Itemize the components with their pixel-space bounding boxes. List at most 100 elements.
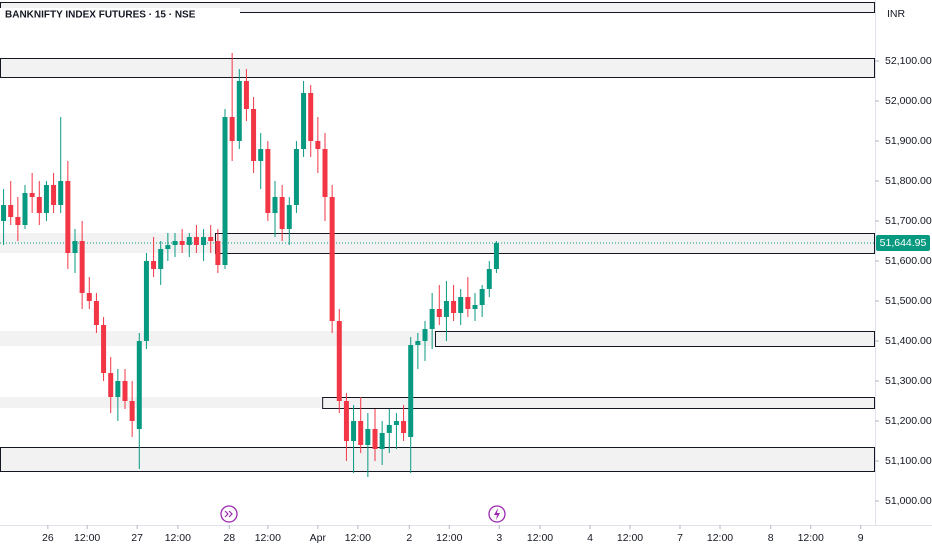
- zone-box: [435, 331, 875, 347]
- zone-box: [0, 447, 875, 472]
- candle-body: [393, 421, 399, 425]
- y-tick-label: 51,500.00: [885, 295, 932, 307]
- title-background: [0, 8, 240, 21]
- zone-box: [322, 397, 875, 409]
- candle-body: [93, 301, 99, 325]
- candle-body: [186, 237, 192, 245]
- candle-body: [265, 149, 271, 213]
- candle-body: [322, 149, 328, 197]
- last-price-badge: [876, 235, 930, 252]
- zone-fill: [0, 233, 875, 253]
- candle-body: [222, 117, 228, 265]
- candle-body: [458, 297, 464, 313]
- x-tick-label: 2: [406, 532, 412, 544]
- candle-body: [108, 373, 114, 397]
- candle-body: [329, 197, 335, 321]
- zone-box: [0, 58, 875, 78]
- x-tick-label: 12:00: [436, 532, 462, 544]
- candle-body: [243, 81, 249, 109]
- candle-body: [372, 429, 378, 449]
- candle-body: [336, 321, 342, 401]
- y-tick-label: 51,600.00: [885, 255, 932, 267]
- x-tick-label: 3: [496, 532, 502, 544]
- candle-body: [122, 381, 128, 401]
- candle-body: [451, 301, 457, 313]
- candle-body: [422, 329, 428, 341]
- candle-body: [386, 425, 392, 433]
- candle-body: [486, 269, 492, 289]
- candle-body: [215, 241, 221, 265]
- candle-body: [343, 401, 349, 441]
- candle-body: [436, 309, 442, 317]
- candle-body: [408, 345, 414, 437]
- candle-body: [8, 205, 14, 217]
- y-tick-label: 52,100.00: [885, 55, 932, 67]
- x-tick-label: 27: [131, 532, 143, 544]
- candle-body: [258, 149, 264, 161]
- y-tick-label: 51,800.00: [885, 175, 932, 187]
- candle-body: [179, 241, 185, 245]
- candle-body: [201, 237, 207, 245]
- chart-title: BANKNIFTY INDEX FUTURES · 15 · NSE: [5, 10, 196, 21]
- candle-body: [143, 261, 149, 341]
- zone-fill: [0, 2, 875, 12]
- y-tick-label: 51,900.00: [885, 135, 932, 147]
- candle-body: [272, 197, 278, 213]
- candle-body: [193, 237, 199, 245]
- candle-body: [1, 205, 7, 221]
- zone-fill: [0, 331, 875, 346]
- zone-box: [0, 2, 875, 13]
- candle-body: [365, 429, 371, 445]
- zone-fill: [0, 58, 875, 77]
- candle-body: [15, 217, 21, 225]
- candle-body: [351, 421, 357, 441]
- x-tick-label: 28: [223, 532, 235, 544]
- candle-body: [208, 237, 214, 241]
- candle-body: [101, 325, 107, 373]
- y-tick-label: 51,100.00: [885, 455, 932, 467]
- candle-body: [136, 341, 142, 429]
- candle-body: [429, 309, 435, 329]
- x-tick-label: 12:00: [617, 532, 643, 544]
- y-tick-label: 51,300.00: [885, 375, 932, 387]
- candle-body: [129, 401, 135, 421]
- candle-body: [465, 297, 471, 309]
- y-tick-label: 52,000.00: [885, 95, 932, 107]
- x-tick-label: 12:00: [527, 532, 553, 544]
- y-tick-label: 51,400.00: [885, 335, 932, 347]
- candle-body: [51, 185, 57, 205]
- candle-body: [72, 241, 78, 253]
- candle-body: [43, 185, 49, 213]
- candle-body: [22, 193, 28, 225]
- x-tick-label: 12:00: [345, 532, 371, 544]
- x-tick-label: 4: [587, 532, 593, 544]
- candle-body: [58, 181, 64, 205]
- x-tick-label: 12:00: [707, 532, 733, 544]
- candle-body: [301, 93, 307, 149]
- event-icon[interactable]: [488, 505, 506, 523]
- candle-body: [358, 421, 364, 445]
- candle-body: [251, 109, 257, 161]
- candle-body: [158, 249, 164, 269]
- currency-label: INR: [887, 8, 906, 20]
- candle-body: [315, 141, 321, 149]
- candle-body: [401, 421, 407, 433]
- candle-body: [493, 243, 499, 269]
- axes: 51,000.00 51,100.00 51,200.00 51,300.00 51,4…: [42, 55, 932, 544]
- last-price-label: 51,644.95: [880, 237, 927, 249]
- y-tick-label: 51,000.00: [885, 495, 932, 507]
- candle-body: [151, 261, 157, 269]
- candle-body: [36, 197, 42, 213]
- event-icon[interactable]: [220, 505, 238, 523]
- candle-body: [443, 301, 449, 317]
- candle-body: [65, 181, 71, 253]
- candle-body: [86, 293, 92, 301]
- y-tick-label: 51,200.00: [885, 415, 932, 427]
- candle-body: [479, 289, 485, 305]
- candle-body: [236, 81, 242, 141]
- x-tick-label: Apr: [310, 532, 327, 544]
- candle-body: [293, 149, 299, 205]
- candle-body: [279, 197, 285, 229]
- x-tick-label: 12:00: [165, 532, 191, 544]
